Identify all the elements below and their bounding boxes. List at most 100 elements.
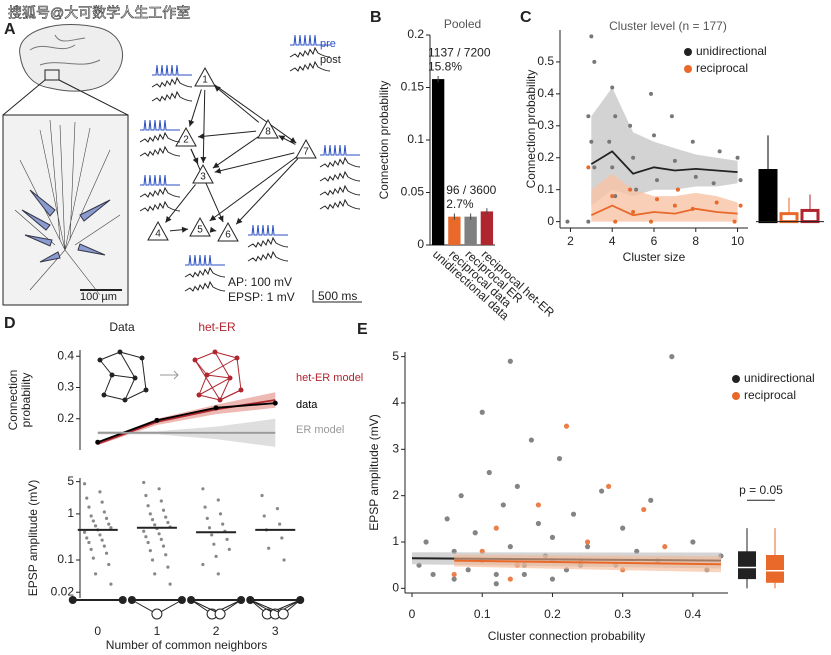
ap-trace bbox=[140, 174, 180, 186]
epsp-trace bbox=[319, 184, 361, 196]
series-line bbox=[590, 150, 738, 175]
legend-label: ER model bbox=[296, 424, 344, 436]
inset-edge bbox=[214, 351, 231, 379]
annotation: 1137 / 7200 bbox=[428, 45, 491, 59]
data-point bbox=[93, 524, 98, 528]
data-point bbox=[507, 358, 513, 364]
data-point bbox=[148, 548, 152, 553]
legend-label: reciprocal bbox=[696, 61, 748, 75]
x-axis-label: Cluster size bbox=[623, 250, 686, 264]
data-point bbox=[549, 534, 556, 540]
neuron bbox=[257, 118, 279, 139]
chart-title: Pooled bbox=[444, 17, 481, 31]
arrowhead bbox=[165, 216, 172, 223]
data-point bbox=[610, 194, 615, 199]
data-point bbox=[216, 572, 220, 576]
connection bbox=[214, 152, 295, 173]
y-tick-label: 0.1 bbox=[537, 182, 554, 196]
inset-edge bbox=[219, 377, 231, 401]
ap-trace bbox=[248, 224, 288, 236]
data-point bbox=[104, 516, 109, 520]
data-point bbox=[549, 576, 556, 582]
data-point bbox=[451, 571, 457, 578]
arrowhead bbox=[209, 214, 217, 221]
x-tick-label: 2 bbox=[213, 624, 220, 638]
legend-swatch bbox=[732, 392, 740, 400]
data-point bbox=[201, 562, 205, 567]
epsp-trace bbox=[151, 90, 193, 102]
data-point bbox=[157, 532, 161, 536]
x-tick-label: 6 bbox=[651, 234, 658, 248]
data-point bbox=[613, 219, 618, 224]
inset-node bbox=[97, 357, 103, 363]
post-label: post bbox=[320, 54, 341, 66]
y-tick-label: 1 bbox=[67, 506, 74, 520]
node-label: 3 bbox=[200, 172, 206, 183]
arrowhead bbox=[217, 215, 224, 223]
data-point bbox=[717, 149, 722, 154]
inset-arrow bbox=[160, 370, 179, 380]
data-point bbox=[655, 178, 659, 183]
node-label: 6 bbox=[225, 230, 231, 241]
connection bbox=[213, 85, 260, 123]
data-point bbox=[592, 59, 597, 64]
data-point bbox=[157, 487, 161, 491]
node-label: 5 bbox=[197, 225, 203, 236]
ap-trace bbox=[185, 254, 225, 266]
y-tick-label: 5 bbox=[392, 349, 399, 363]
data-point bbox=[535, 520, 542, 527]
data-point bbox=[168, 582, 172, 586]
data-point bbox=[142, 529, 146, 533]
marker bbox=[154, 417, 160, 423]
node-label: 2 bbox=[183, 135, 189, 146]
slice-image bbox=[2, 114, 129, 306]
inset-node bbox=[117, 349, 123, 355]
series-line bbox=[590, 204, 738, 217]
y-tick-label: 0.02 bbox=[51, 584, 75, 598]
legend-label: unidirectional bbox=[744, 371, 815, 385]
epsp-trace bbox=[184, 266, 226, 278]
watermark: 搜狐号@大可数学人生工作室 bbox=[8, 5, 190, 21]
ap-scale: AP: 100 mV bbox=[228, 275, 292, 289]
x-tick-label: 3 bbox=[272, 624, 279, 638]
panel-letter: A bbox=[4, 21, 16, 38]
arrowhead bbox=[212, 162, 220, 169]
ap-trace bbox=[140, 119, 180, 131]
epsp-trace bbox=[247, 250, 289, 262]
neuron bbox=[192, 163, 214, 184]
epsp-trace bbox=[289, 46, 331, 58]
inset-label: het-ER bbox=[198, 320, 236, 334]
y-tick-label: 0.5 bbox=[537, 54, 554, 68]
y-tick-label: 0.3 bbox=[57, 380, 74, 394]
data-point bbox=[589, 34, 594, 39]
data-point bbox=[150, 518, 155, 522]
epsp-trace bbox=[319, 156, 361, 168]
data-point bbox=[662, 544, 668, 550]
data-point bbox=[210, 533, 214, 537]
data-point bbox=[109, 526, 113, 530]
data-point bbox=[535, 502, 542, 508]
pipettes bbox=[21, 189, 111, 263]
epsp-trace bbox=[139, 186, 181, 198]
data-point bbox=[610, 85, 615, 90]
connection bbox=[202, 89, 206, 164]
scale-label: 100 µm bbox=[80, 291, 117, 303]
data-point bbox=[107, 522, 111, 526]
data-point bbox=[735, 155, 740, 160]
brain bbox=[19, 24, 123, 92]
brain-folds bbox=[29, 34, 101, 66]
y-axis-label: probability bbox=[19, 373, 33, 428]
data-point bbox=[98, 490, 102, 494]
zoom-line bbox=[2, 79, 46, 116]
epsp-trace bbox=[247, 236, 289, 248]
data-point bbox=[93, 572, 98, 576]
inset-edge bbox=[111, 374, 136, 379]
bar bbox=[464, 216, 477, 245]
y-axis-label: Connection bbox=[6, 370, 20, 431]
data-point bbox=[714, 200, 719, 205]
data-point bbox=[669, 114, 674, 119]
inset-edge bbox=[198, 377, 231, 396]
inset-node bbox=[139, 355, 145, 361]
inset-edge bbox=[206, 357, 238, 376]
